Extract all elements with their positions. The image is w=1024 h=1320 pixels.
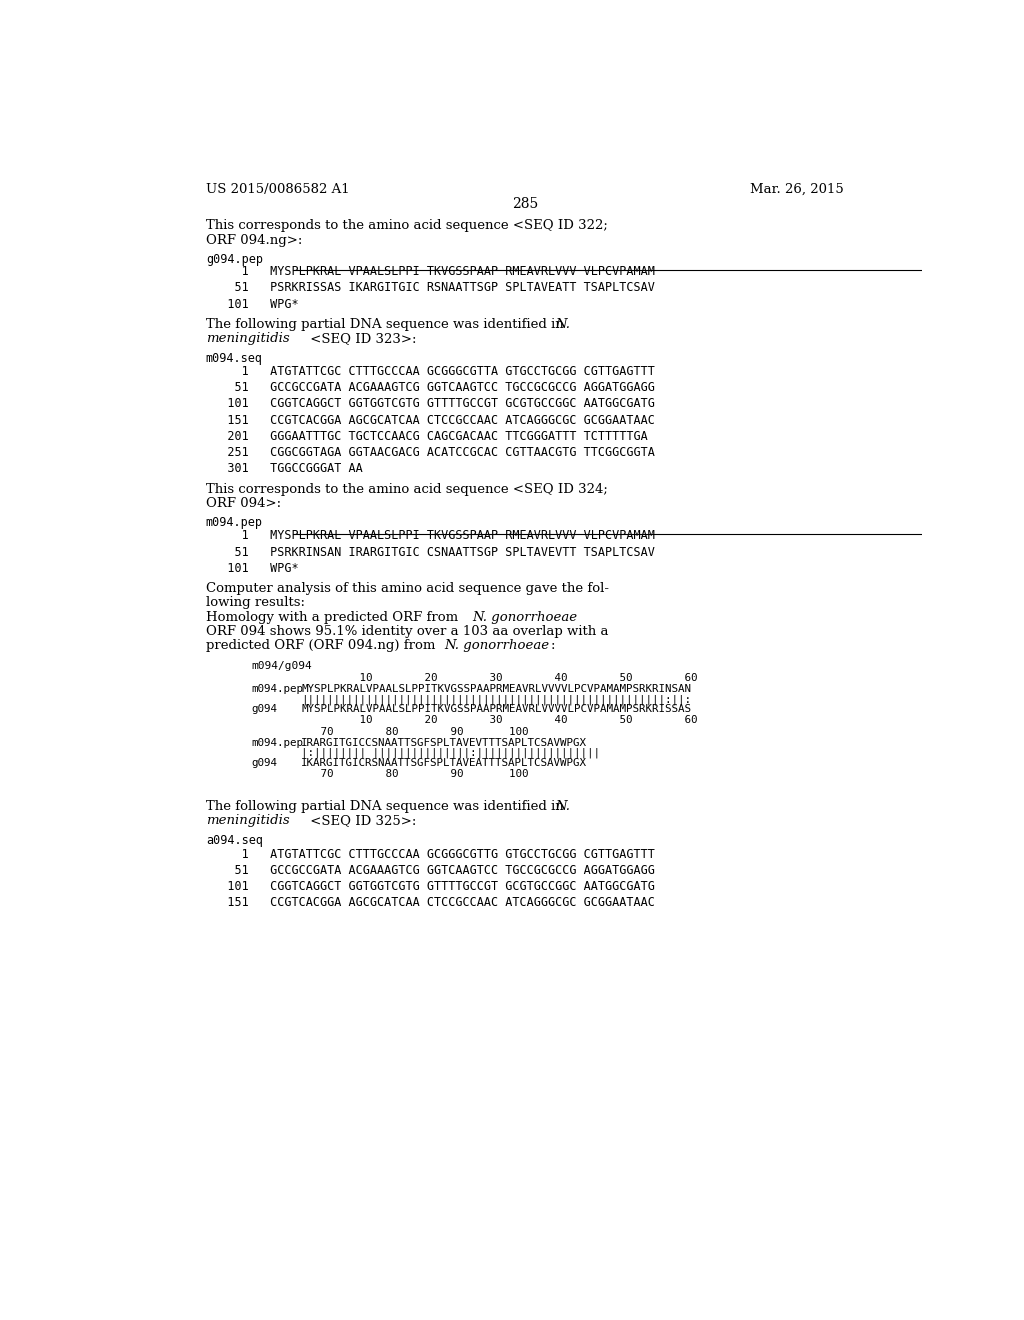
Text: IKARGITGICRSNAATTSGFSPLTAVEATTTSAPLTCSAVWPGX: IKARGITGICRSNAATTSGFSPLTAVEATTTSAPLTCSAV… (301, 758, 587, 768)
Text: The following partial DNA sequence was identified in: The following partial DNA sequence was i… (206, 800, 567, 813)
Text: 1   MYSPLPKRAL VPAALSLPPI TKVGSSPAAP RMEAVRLVVV VLPCVPAMAM: 1 MYSPLPKRAL VPAALSLPPI TKVGSSPAAP RMEAV… (206, 529, 654, 543)
Text: :: : (551, 639, 555, 652)
Text: 70        80        90       100: 70 80 90 100 (301, 770, 528, 779)
Text: N.: N. (555, 318, 570, 331)
Text: ORF 094>:: ORF 094>: (206, 496, 281, 510)
Text: 151   CCGTCACGGA AGCGCATCAA CTCCGCCAAC ATCAGGGCGC GCGGAATAAC: 151 CCGTCACGGA AGCGCATCAA CTCCGCCAAC ATC… (206, 896, 654, 909)
Text: 1   MYSPLPKRAL VPAALSLPPI TKVGSSPAAP RMEAVRLVVV VLPCVPAMAM: 1 MYSPLPKRAL VPAALSLPPI TKVGSSPAAP RMEAV… (206, 265, 654, 279)
Text: g094.pep: g094.pep (206, 253, 263, 265)
Text: 51   PSRKRISSAS IKARGITGIC RSNAATTSGP SPLTAVEATT TSAPLTCSAV: 51 PSRKRISSAS IKARGITGIC RSNAATTSGP SPLT… (206, 281, 654, 294)
Text: US 2015/0086582 A1: US 2015/0086582 A1 (206, 182, 349, 195)
Text: m094.pep: m094.pep (206, 516, 263, 529)
Text: lowing results:: lowing results: (206, 597, 305, 610)
Text: Homology with a predicted ORF from: Homology with a predicted ORF from (206, 611, 462, 623)
Text: 101   WPG*: 101 WPG* (206, 562, 298, 576)
Text: 10        20        30        40        50        60: 10 20 30 40 50 60 (301, 715, 697, 726)
Text: g094: g094 (251, 758, 278, 768)
Text: meningitidis: meningitidis (206, 814, 290, 826)
Text: 1   ATGTATTCGC CTTTGCCCAA GCGGGCGTTA GTGCCTGCGG CGTTGAGTTT: 1 ATGTATTCGC CTTTGCCCAA GCGGGCGTTA GTGCC… (206, 364, 654, 378)
Text: <SEQ ID 325>:: <SEQ ID 325>: (306, 814, 416, 826)
Text: m094.seq: m094.seq (206, 351, 263, 364)
Text: IRARGITGICCSNAATTSGFSPLTAVEVTTTSAPLTCSAVWPGX: IRARGITGICCSNAATTSGFSPLTAVEVTTTSAPLTCSAV… (301, 738, 587, 747)
Text: |:|||||||| |||||||||||||||:|||||||||||||||||||: |:|||||||| |||||||||||||||:|||||||||||||… (301, 748, 600, 759)
Text: Mar. 26, 2015: Mar. 26, 2015 (750, 182, 844, 195)
Text: ORF 094.ng>:: ORF 094.ng>: (206, 234, 302, 247)
Text: m094.pep: m094.pep (251, 738, 303, 747)
Text: This corresponds to the amino acid sequence <SEQ ID 324;: This corresponds to the amino acid seque… (206, 483, 607, 495)
Text: The following partial DNA sequence was identified in: The following partial DNA sequence was i… (206, 318, 567, 331)
Text: m094.pep: m094.pep (251, 684, 303, 694)
Text: N. gonorrhoeae: N. gonorrhoeae (472, 611, 578, 623)
Text: 10        20        30        40        50        60: 10 20 30 40 50 60 (301, 673, 697, 682)
Text: 70        80        90       100: 70 80 90 100 (301, 726, 528, 737)
Text: 251   CGGCGGTAGA GGTAACGACG ACATCCGCAC CGTTAACGTG TTCGGCGGTA: 251 CGGCGGTAGA GGTAACGACG ACATCCGCAC CGT… (206, 446, 654, 459)
Text: 101   CGGTCAGGCT GGTGGTCGTG GTTTTGCCGT GCGTGCCGGC AATGGCGATG: 101 CGGTCAGGCT GGTGGTCGTG GTTTTGCCGT GCG… (206, 880, 654, 894)
Text: MYSPLPKRALVPAALSLPPITKVGSSPAAPRMEAVRLVVVVLPCVPAMAMPSRKRISSAS: MYSPLPKRALVPAALSLPPITKVGSSPAAPRMEAVRLVVV… (301, 704, 691, 714)
Text: 101   CGGTCAGGCT GGTGGTCGTG GTTTTGCCGT GCGTGCCGGC AATGGCGATG: 101 CGGTCAGGCT GGTGGTCGTG GTTTTGCCGT GCG… (206, 397, 654, 411)
Text: 1   ATGTATTCGC CTTTGCCCAA GCGGGCGTTG GTGCCTGCGG CGTTGAGTTT: 1 ATGTATTCGC CTTTGCCCAA GCGGGCGTTG GTGCC… (206, 847, 654, 861)
Text: <SEQ ID 323>:: <SEQ ID 323>: (306, 333, 417, 346)
Text: ||||||||||||||||||||||||||||||||||||||||||||||||||||||||:||:: ||||||||||||||||||||||||||||||||||||||||… (301, 694, 691, 705)
Text: predicted ORF (ORF 094.ng) from: predicted ORF (ORF 094.ng) from (206, 639, 439, 652)
Text: ORF 094 shows 95.1% identity over a 103 aa overlap with a: ORF 094 shows 95.1% identity over a 103 … (206, 624, 608, 638)
Text: 285: 285 (512, 197, 538, 211)
Text: a094.seq: a094.seq (206, 834, 263, 847)
Text: N. gonorrhoeae: N. gonorrhoeae (443, 639, 549, 652)
Text: This corresponds to the amino acid sequence <SEQ ID 322;: This corresponds to the amino acid seque… (206, 219, 607, 232)
Text: 51   GCCGCCGATA ACGAAAGTCG GGTCAAGTCC TGCCGCGCCG AGGATGGAGG: 51 GCCGCCGATA ACGAAAGTCG GGTCAAGTCC TGCC… (206, 381, 654, 393)
Text: MYSPLPKRALVPAALSLPPITKVGSSPAAPRMEAVRLVVVVLPCVPAMAMPSRKRINSAN: MYSPLPKRALVPAALSLPPITKVGSSPAAPRMEAVRLVVV… (301, 684, 691, 694)
Text: 51   GCCGCCGATA ACGAAAGTCG GGTCAAGTCC TGCCGCGCCG AGGATGGAGG: 51 GCCGCCGATA ACGAAAGTCG GGTCAAGTCC TGCC… (206, 863, 654, 876)
Text: m094/g094: m094/g094 (251, 660, 311, 671)
Text: 151   CCGTCACGGA AGCGCATCAA CTCCGCCAAC ATCAGGGCGC GCGGAATAAC: 151 CCGTCACGGA AGCGCATCAA CTCCGCCAAC ATC… (206, 413, 654, 426)
Text: N.: N. (555, 800, 570, 813)
Text: 101   WPG*: 101 WPG* (206, 297, 298, 310)
Text: 301   TGGCCGGGAT AA: 301 TGGCCGGGAT AA (206, 462, 362, 475)
Text: g094: g094 (251, 704, 278, 714)
Text: 201   GGGAATTTGC TGCTCCAACG CAGCGACAAC TTCGGGATTT TCTTTTTGA: 201 GGGAATTTGC TGCTCCAACG CAGCGACAAC TTC… (206, 430, 647, 442)
Text: 51   PSRKRINSAN IRARGITGIC CSNAATTSGP SPLTAVEVTT TSAPLTCSAV: 51 PSRKRINSAN IRARGITGIC CSNAATTSGP SPLT… (206, 545, 654, 558)
Text: meningitidis: meningitidis (206, 333, 290, 346)
Text: Computer analysis of this amino acid sequence gave the fol-: Computer analysis of this amino acid seq… (206, 582, 609, 595)
